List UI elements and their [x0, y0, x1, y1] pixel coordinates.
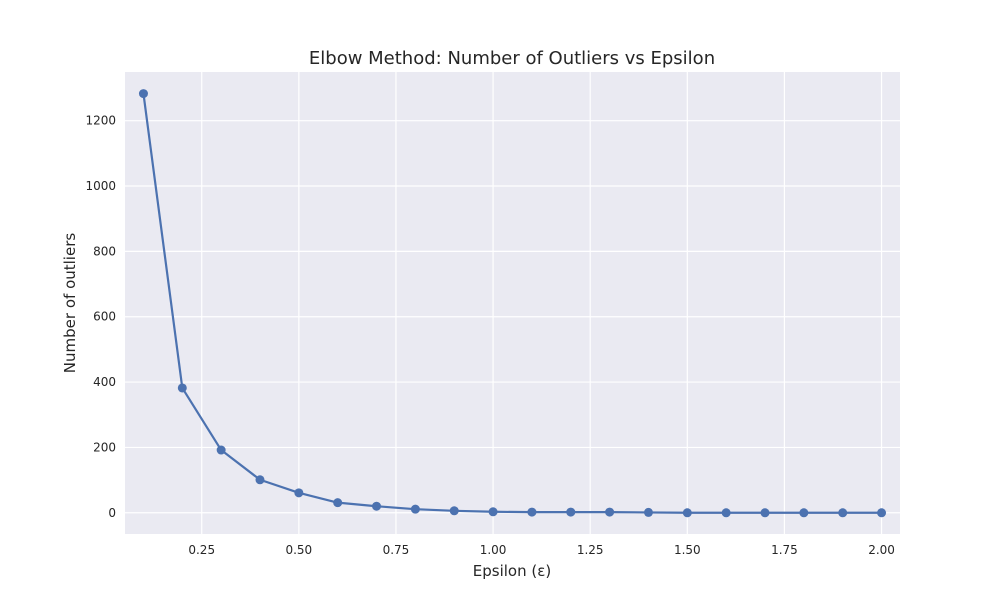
data-point: [177, 383, 187, 393]
chart-title: Elbow Method: Number of Outliers vs Epsi…: [309, 48, 715, 69]
data-point: [527, 507, 537, 517]
x-tick-label: 0.75: [383, 543, 410, 557]
y-tick-label: 1200: [85, 114, 116, 128]
x-tick-label: 2.00: [868, 543, 895, 557]
data-point: [877, 508, 887, 518]
data-point: [488, 507, 498, 517]
series-line: [142, 93, 882, 514]
data-point: [410, 504, 420, 514]
x-tick-labels: 0.25 0.50 0.75 1.00 1.25 1.50 1.75 2.00: [188, 543, 895, 557]
data-point: [566, 507, 576, 517]
y-tick-label: 600: [93, 310, 116, 324]
data-point: [605, 507, 615, 517]
y-tick-labels: 0 200 400 600 800 1000 1200: [85, 114, 116, 520]
data-point: [216, 445, 226, 455]
data-point: [721, 508, 731, 518]
data-point: [333, 498, 343, 508]
x-tick-label: 1.00: [480, 543, 507, 557]
series-group: [138, 89, 887, 518]
y-axis-label: Number of outliers: [61, 233, 79, 374]
data-point: [643, 507, 653, 517]
x-gridlines: [201, 72, 883, 534]
data-point: [682, 508, 692, 518]
y-tick-label: 200: [93, 440, 116, 454]
y-tick-label: 400: [93, 375, 116, 389]
x-tick-label: 1.25: [577, 543, 604, 557]
x-axis-label: Epsilon (ε): [473, 562, 551, 580]
data-point: [449, 506, 459, 516]
x-tick-label: 0.50: [285, 543, 312, 557]
x-tick-label: 0.25: [188, 543, 215, 557]
data-point: [372, 501, 382, 511]
data-point: [255, 475, 265, 485]
x-tick-label: 1.75: [771, 543, 798, 557]
plot-background: [125, 72, 900, 534]
data-point: [799, 508, 809, 518]
y-tick-label: 800: [93, 244, 116, 258]
data-point: [138, 89, 148, 99]
data-point: [838, 508, 848, 518]
y-tick-label: 1000: [85, 179, 116, 193]
y-tick-label: 0: [108, 506, 116, 520]
x-tick-label: 1.50: [674, 543, 701, 557]
data-point: [760, 508, 770, 518]
y-gridlines: [125, 120, 900, 514]
data-point: [294, 488, 304, 498]
